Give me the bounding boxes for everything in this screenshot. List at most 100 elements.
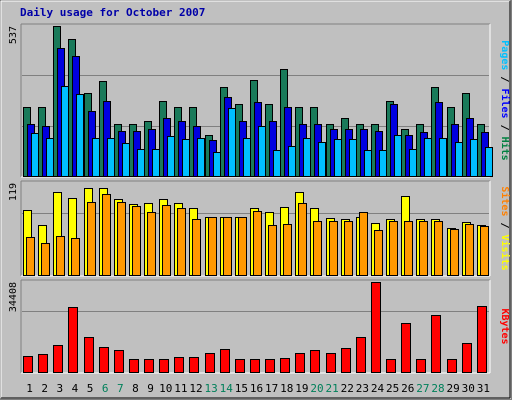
- panel-max-label: 537: [8, 26, 19, 44]
- kbytes-bar-kbytes-day-10: [159, 359, 169, 373]
- day-label-13: 13: [204, 382, 217, 395]
- visits-bar-sites-day-4: [71, 238, 80, 276]
- kbytes-bar-kbytes-day-1: [23, 356, 33, 373]
- kbytes-bar-kbytes-day-12: [189, 357, 199, 373]
- kbytes-bar-kbytes-day-16: [250, 359, 260, 373]
- kbytes-panel: 34408 KBytes: [8, 279, 510, 374]
- hits-bar-pages-day-7: [122, 143, 130, 177]
- day-label-22: 22: [341, 382, 354, 395]
- hits-files-pages-panel: 537 Pages / Files / Hits: [8, 23, 511, 178]
- hits-bar-pages-day-23: [364, 150, 372, 177]
- visits-bar-sites-day-9: [147, 212, 156, 276]
- visits-bar-sites-day-7: [117, 202, 126, 276]
- hits-bar-pages-day-8: [137, 149, 145, 177]
- visits-bar-sites-day-14: [223, 217, 232, 276]
- visits-bar-sites-day-27: [419, 221, 428, 276]
- day-label-14: 14: [220, 382, 234, 395]
- kbytes-bar-kbytes-day-4: [68, 307, 78, 373]
- day-label-21: 21: [326, 382, 339, 395]
- day-label-12: 12: [189, 382, 202, 395]
- kbytes-bar-kbytes-day-27: [416, 359, 426, 373]
- visits-bar-sites-day-26: [404, 221, 413, 276]
- kbytes-bar-kbytes-day-22: [341, 348, 351, 373]
- kbytes-bar-kbytes-day-7: [114, 350, 124, 373]
- kbytes-bar-kbytes-day-28: [431, 315, 441, 373]
- visits-bar-sites-day-18: [283, 224, 292, 276]
- kbytes-bar-kbytes-day-24: [371, 282, 381, 373]
- axis-label-part: /: [499, 70, 510, 88]
- kbytes-bar-kbytes-day-8: [129, 359, 139, 373]
- kbytes-bar-kbytes-day-20: [310, 350, 320, 373]
- visits-bar-sites-day-8: [132, 206, 141, 276]
- day-label-7: 7: [117, 382, 124, 395]
- day-label-17: 17: [265, 382, 278, 395]
- axis-label-part: Visits: [499, 235, 511, 271]
- day-label-3: 3: [57, 382, 64, 395]
- visits-bar-sites-day-30: [465, 224, 474, 276]
- visits-bar-sites-day-20: [313, 221, 322, 276]
- hits-bar-pages-day-13: [213, 152, 221, 177]
- kbytes-bar-kbytes-day-18: [280, 358, 290, 373]
- axis-label-part: /: [499, 119, 510, 137]
- hits-bar-pages-day-26: [409, 149, 417, 177]
- kbytes-bar-kbytes-day-30: [462, 343, 472, 373]
- kbytes-bar-kbytes-day-2: [38, 354, 48, 373]
- day-label-24: 24: [371, 382, 385, 395]
- day-label-11: 11: [174, 382, 187, 395]
- day-label-18: 18: [280, 382, 293, 395]
- visits-bar-sites-day-3: [56, 236, 65, 276]
- day-label-1: 1: [26, 382, 33, 395]
- kbytes-bar-kbytes-day-17: [265, 359, 275, 373]
- panel-max-label: 34408: [8, 282, 19, 312]
- visits-bar-sites-day-6: [102, 194, 111, 276]
- hits-bar-pages-day-21: [334, 139, 342, 177]
- hits-bar-pages-day-31: [485, 147, 493, 177]
- day-label-16: 16: [250, 382, 263, 395]
- axis-label-part: Files: [499, 88, 511, 118]
- hits-bar-pages-day-3: [61, 86, 69, 177]
- hits-bar-pages-day-30: [470, 139, 478, 177]
- hits-bar-pages-day-25: [394, 135, 402, 177]
- day-label-15: 15: [235, 382, 248, 395]
- axis-label-part: KBytes: [499, 308, 510, 344]
- hits-bar-pages-day-18: [288, 146, 296, 177]
- hits-bar-pages-day-19: [303, 138, 311, 177]
- hits-bar-pages-day-10: [167, 136, 175, 177]
- kbytes-bar-kbytes-day-11: [174, 357, 184, 373]
- hits-bar-pages-day-1: [31, 133, 39, 177]
- day-label-8: 8: [132, 382, 139, 395]
- day-label-20: 20: [310, 382, 323, 395]
- kbytes-bar-kbytes-day-25: [386, 359, 396, 373]
- visits-bar-sites-day-10: [162, 205, 171, 276]
- axis-label-part: Sites: [499, 186, 511, 216]
- day-label-9: 9: [147, 382, 154, 395]
- visits-bar-sites-day-23: [359, 212, 368, 276]
- day-label-6: 6: [102, 382, 109, 395]
- visits-bar-sites-day-2: [41, 243, 50, 276]
- day-label-30: 30: [462, 382, 475, 395]
- visits-bar-sites-day-21: [329, 221, 338, 276]
- visits-bar-sites-day-31: [480, 226, 489, 276]
- hits-bar-pages-day-2: [46, 138, 54, 177]
- panel-axis-label: KBytes: [499, 308, 510, 344]
- visits-bar-sites-day-11: [177, 208, 186, 276]
- visits-bar-sites-day-1: [26, 237, 35, 276]
- day-label-31: 31: [477, 382, 490, 395]
- visits-bar-sites-day-19: [298, 203, 307, 276]
- hits-bar-pages-day-15: [243, 138, 251, 177]
- panel-axis-label: Pages / Files / Hits: [499, 40, 511, 160]
- visits-bar-sites-day-24: [374, 230, 383, 276]
- day-label-2: 2: [41, 382, 48, 395]
- hits-bar-pages-day-28: [439, 138, 447, 177]
- kbytes-bar-kbytes-day-13: [205, 353, 215, 373]
- hits-bar-pages-day-14: [228, 108, 236, 177]
- day-label-19: 19: [295, 382, 308, 395]
- axis-label-part: Hits: [499, 137, 511, 161]
- hits-bar-pages-day-5: [92, 138, 100, 177]
- kbytes-bar-kbytes-day-29: [447, 359, 457, 373]
- panel-max-label: 119: [8, 183, 19, 201]
- kbytes-bar-kbytes-day-14: [220, 349, 230, 373]
- visits-bar-sites-day-25: [389, 221, 398, 276]
- visits-bar-sites-day-29: [450, 229, 459, 276]
- day-label-10: 10: [159, 382, 172, 395]
